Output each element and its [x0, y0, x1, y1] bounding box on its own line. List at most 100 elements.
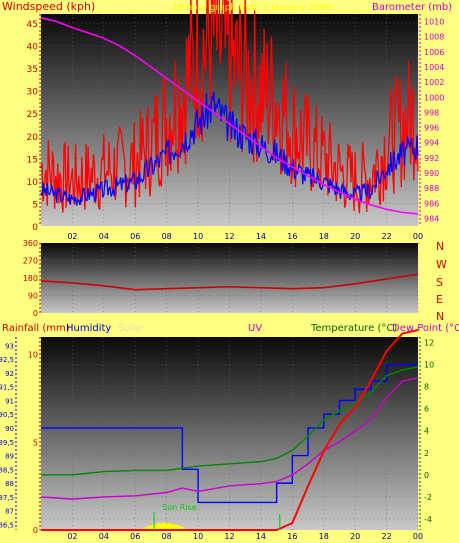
compass-n-top: N — [436, 240, 444, 253]
direction-tick-label: 180 — [23, 274, 38, 283]
wind-direction-series-line — [40, 273, 419, 291]
x-tick-label-bottom: 14 — [256, 532, 266, 541]
windspeed-tick-label: 10 — [27, 178, 39, 188]
humidity-tick-label: 92 — [5, 370, 14, 378]
humidity-tick-label: 89 — [5, 453, 14, 461]
x-tick-label-bottom: 04 — [99, 532, 109, 541]
humidity-tick-label: 86,5 — [0, 521, 14, 529]
sunrise-annotation: Sun Rise — [162, 503, 197, 512]
x-tick-label-top: 16 — [287, 232, 297, 241]
solar-axis-title: Solar — [118, 323, 144, 334]
direction-tick-label: 90 — [28, 292, 38, 301]
windspeed-tick-label: 40 — [27, 43, 39, 53]
humidity-tick-label: 92,5 — [0, 356, 14, 364]
temperature-tick-label: 0 — [424, 471, 429, 480]
humidity-tick-label: 88 — [5, 480, 14, 488]
windspeed-tick-label: 35 — [27, 65, 38, 75]
temperature-tick-label: -2 — [424, 493, 432, 502]
barometer-tick-label: 1004 — [424, 63, 444, 72]
humidity-tick-label: 90,5 — [0, 411, 14, 419]
x-tick-label-bottom: 06 — [130, 532, 140, 541]
barometer-tick-label: 994 — [424, 139, 439, 148]
barometer-axis-title: Barometer (mb) — [372, 2, 452, 13]
compass-w: W — [436, 258, 447, 271]
average-wind-series-line — [40, 91, 419, 206]
x-tick-label-bottom: 18 — [319, 532, 329, 541]
barometer-tick-label: 990 — [424, 169, 439, 178]
humidity-tick-label: 90 — [5, 425, 14, 433]
x-tick-label-top: 22 — [381, 232, 391, 241]
x-tick-label-top: 20 — [350, 232, 360, 241]
temperature-tick-label: 12 — [424, 339, 434, 348]
rainfall-tick-label: 0 — [33, 526, 38, 535]
humidity-series-line — [41, 363, 418, 504]
barometer-tick-label: 1010 — [424, 18, 444, 27]
temperature-tick-label: 2 — [424, 449, 429, 458]
barometer-tick-label: 996 — [424, 124, 439, 133]
humidity-tick-label: 87 — [5, 508, 14, 516]
temperature-tick-label: -4 — [424, 515, 432, 524]
x-tick-label-top: 00 — [413, 232, 423, 241]
rainfall-series-line — [41, 329, 419, 531]
x-tick-label-bottom: 16 — [287, 532, 297, 541]
temperature-tick-label: 4 — [424, 427, 429, 436]
humidity-tick-label: 89,5 — [0, 439, 14, 447]
compass-n-bottom: N — [436, 310, 444, 323]
x-tick-label-bottom: 00 — [413, 532, 423, 541]
barometer-tick-label: 986 — [424, 199, 439, 208]
x-tick-label-top: 08 — [162, 232, 172, 241]
windspeed-tick-label: 25 — [27, 110, 38, 120]
temperature-axis-title: Temperature (°C) — [310, 323, 397, 334]
x-tick-label-bottom: 10 — [193, 532, 203, 541]
x-tick-label-bottom: 12 — [224, 532, 234, 541]
compass-s: S — [436, 276, 443, 289]
temperature-tick-label: 6 — [424, 405, 429, 414]
x-tick-label-bottom: 02 — [67, 532, 77, 541]
compass-labels: N W S E N — [436, 240, 447, 323]
barometer-tick-label: 992 — [424, 154, 439, 163]
x-tick-label-top: 12 — [224, 232, 234, 241]
rainfall-axis-title: Rainfall (mm) — [2, 323, 70, 334]
x-tick-label-bottom: 22 — [381, 532, 391, 541]
barometer-tick-label: 988 — [424, 184, 439, 193]
temperature-tick-label: 8 — [424, 383, 429, 392]
windspeed-tick-label: 30 — [27, 88, 39, 98]
dewpoint-axis-title: Dew Point (°C) — [392, 323, 459, 334]
humidity-axis-title: Humidity — [66, 323, 111, 334]
gust-series-line — [40, 0, 419, 214]
x-tick-label-top: 18 — [319, 232, 329, 241]
windspeed-tick-label: 45 — [27, 20, 38, 30]
barometer-tick-label: 1008 — [424, 33, 444, 42]
windspeed-tick-label: 15 — [27, 155, 38, 165]
windspeed-tick-label: 20 — [27, 133, 39, 143]
temperature-tick-label: 10 — [424, 361, 434, 370]
chart-title: 28 hour graph from 1 January 2006 — [172, 3, 332, 13]
x-tick-label-top: 10 — [193, 232, 203, 241]
barometer-tick-label: 984 — [424, 214, 439, 223]
barometer-tick-label: 1002 — [424, 78, 444, 87]
humidity-tick-label: 87,5 — [0, 494, 14, 502]
rainfall-tick-label: 10 — [28, 351, 38, 360]
x-tick-label-top: 14 — [256, 232, 266, 241]
windspeed-tick-label: 5 — [32, 200, 38, 210]
direction-tick-label: 360 — [23, 239, 38, 248]
x-tick-label-bottom: 20 — [350, 532, 360, 541]
barometer-series-line — [40, 17, 419, 215]
humidity-tick-label: 93 — [5, 342, 14, 350]
x-tick-label-bottom: 08 — [162, 532, 172, 541]
barometer-tick-label: 1006 — [424, 48, 444, 57]
windspeed-tick-label: 0 — [32, 223, 38, 233]
uv-axis-title: UV — [248, 323, 262, 334]
humidity-tick-label: 91 — [5, 397, 14, 405]
barometer-tick-label: 998 — [424, 108, 439, 117]
direction-tick-label: 0 — [33, 309, 38, 318]
humidity-tick-label: 91,5 — [0, 384, 14, 392]
x-tick-label-top: 06 — [130, 232, 140, 241]
x-tick-label-top: 04 — [99, 232, 109, 241]
compass-e: E — [436, 293, 443, 306]
barometer-tick-label: 1000 — [424, 93, 444, 102]
humidity-tick-label: 88,5 — [0, 466, 14, 474]
rainfall-tick-label: 5 — [33, 438, 38, 447]
windspeed-axis-title: Windspeed (kph) — [2, 0, 95, 13]
